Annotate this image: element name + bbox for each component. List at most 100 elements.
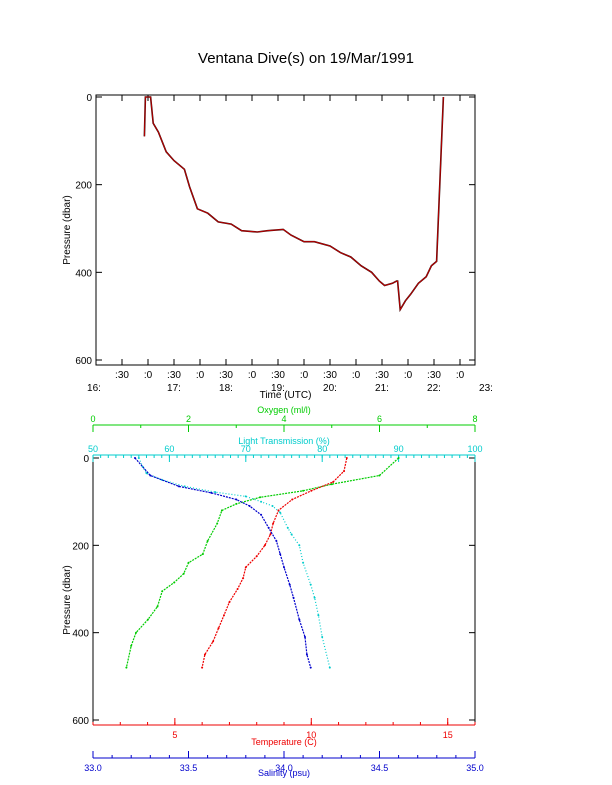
salinity-point [235, 498, 238, 501]
y-tick-label: 200 [72, 541, 89, 552]
plot-frame [95, 94, 476, 366]
temperature-point [236, 588, 239, 590]
x-tick-minute-label: :0 [144, 370, 153, 381]
salinity-point [305, 653, 308, 656]
x-axis-label: Time (UTC) [260, 390, 312, 401]
y-tick-label: 0 [86, 93, 92, 104]
oxygen-point [259, 496, 262, 499]
profile-chart: 0 200 400 600 Pressure (dbar) 0 2 4 6 8 Oxygen (ml… [62, 405, 484, 778]
y-tick-label: 600 [75, 356, 92, 367]
oxygen-point [161, 590, 164, 593]
transmission-point [290, 533, 293, 536]
oxygen-tick-label: 0 [90, 414, 95, 424]
x-tick-minute-label: :0 [248, 370, 257, 381]
oxygen-point [135, 631, 137, 634]
salinity-point [288, 583, 291, 586]
oxygen-point [187, 561, 190, 564]
temperature-point [269, 533, 272, 536]
transmission-profile-line [138, 457, 331, 668]
temperature-point [244, 566, 247, 569]
x-tick-hour-label: 19: [271, 383, 285, 394]
salinity-point [178, 485, 180, 488]
oxygen-axis-label: Oxygen (ml/l) [257, 405, 311, 415]
oxygen-point [201, 553, 204, 556]
transmission-point [137, 457, 140, 459]
salinity-tick-label: 34.5 [371, 763, 389, 773]
salinity-point [149, 474, 152, 477]
transmission-point [214, 491, 217, 494]
temperature-point [263, 544, 266, 547]
temperature-point [223, 614, 225, 617]
temperature-point [203, 653, 206, 656]
transmission-point [279, 511, 282, 514]
x-tick-minute-label: :30 [115, 370, 129, 381]
x-tick-minute-label: :0 [300, 370, 309, 381]
temperature-tick-label: 15 [443, 730, 453, 740]
transmission-point [328, 666, 331, 669]
oxygen-point [378, 474, 381, 477]
salinity-point [283, 566, 285, 569]
x-tick-minute-label: :30 [375, 370, 389, 381]
transmission-point [309, 583, 312, 586]
temperature-profile-line [201, 457, 348, 668]
x-tick-minute-label: :30 [271, 370, 285, 381]
page-title: Ventana Dive(s) on 19/Mar/1991 [198, 50, 414, 67]
oxygen-point [146, 618, 149, 621]
transmission-tick-label: 50 [88, 444, 98, 454]
transmission-point [321, 636, 324, 638]
temperature-point [228, 601, 231, 604]
transmission-tick-label: 100 [467, 444, 482, 454]
temperature-point [212, 640, 215, 643]
oxygen-point [125, 666, 128, 669]
transmission-point [145, 472, 148, 475]
temperature-point [201, 666, 204, 669]
transmission-point [317, 614, 320, 617]
temperature-point [345, 457, 348, 459]
x-tick-minute-label: :0 [456, 370, 465, 381]
transmission-tick-label: 80 [317, 444, 327, 454]
transmission-point [302, 561, 305, 564]
x-tick-hour-label: 18: [219, 383, 233, 394]
transmission-point [244, 495, 247, 498]
y-axis-label: Pressure (dbar) [62, 195, 73, 264]
salinity-point [210, 491, 213, 494]
oxygen-point [173, 581, 176, 584]
transmission-tick-label: 90 [394, 444, 404, 454]
pressure-trace-line [143, 96, 445, 313]
salinity-point [309, 666, 312, 669]
x-tick-minute-label: :30 [219, 370, 233, 381]
oxygen-point [397, 457, 400, 459]
transmission-point [260, 500, 263, 503]
pressure-time-chart: 0 200 400 600 Pressure (dbar):30:0:30:0:30:0… [62, 93, 493, 401]
oxygen-point [220, 509, 223, 512]
temperature-point [291, 498, 294, 501]
x-tick-hour-label: 20: [323, 383, 337, 394]
transmission-axis-label: Light Transmission (%) [238, 436, 330, 446]
oxygen-point [206, 540, 209, 542]
transmission-point [286, 526, 289, 529]
transmission-tick-label: 70 [241, 444, 251, 454]
oxygen-tick-label: 8 [472, 414, 477, 424]
y-tick-label: 400 [75, 268, 92, 279]
x-tick-minute-label: :30 [427, 370, 441, 381]
oxygen-profile-line [125, 457, 400, 668]
salinity-point [304, 636, 306, 638]
temperature-tick-label: 10 [306, 730, 316, 740]
y-tick-label: 0 [83, 454, 89, 465]
temperature-point [332, 481, 335, 483]
y-axis-label: Pressure (dbar) [62, 565, 73, 634]
x-tick-minute-label: :0 [196, 370, 205, 381]
salinity-point [292, 596, 295, 599]
oxygen-point [330, 483, 333, 486]
transmission-point [271, 505, 274, 507]
oxygen-point [156, 605, 159, 608]
x-tick-minute-label: :0 [352, 370, 361, 381]
temperature-point [217, 627, 220, 630]
temperature-point [272, 522, 275, 525]
temperature-tick-label: 5 [172, 730, 177, 740]
salinity-point [298, 618, 301, 621]
oxygen-tick-label: 4 [281, 414, 286, 424]
salinity-profile-line [134, 457, 312, 668]
x-tick-minute-label: :0 [404, 370, 413, 381]
